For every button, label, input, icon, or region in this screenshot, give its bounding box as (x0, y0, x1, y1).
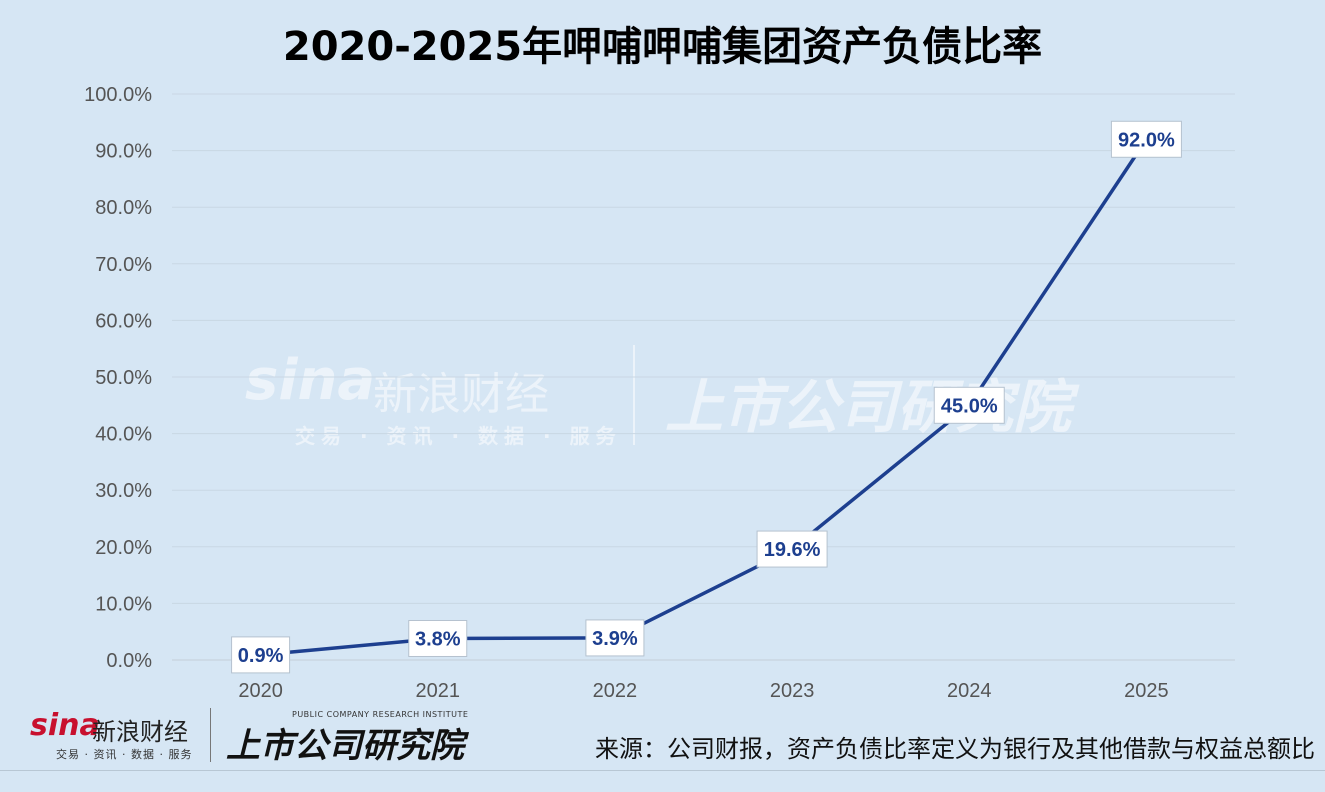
y-axis: 0.0% 10.0% 20.0% 30.0% 40.0% 50.0% 60.0% 70.0% 8… (84, 84, 152, 672)
data-label-text: 3.8% (415, 628, 461, 650)
data-label-text: 19.6% (764, 539, 821, 561)
data-label: 3.9% (585, 619, 645, 657)
y-tick-label: 80.0% (95, 197, 152, 219)
data-label-box (585, 619, 645, 657)
x-tick-label: 2025 (1124, 680, 1169, 702)
footer-institute-en: PUBLIC COMPANY RESEARCH INSTITUTE (292, 710, 469, 719)
data-label: 0.9% (231, 636, 291, 674)
x-tick-label: 2021 (416, 680, 461, 702)
data-label-box (756, 530, 828, 568)
data-label-box (933, 386, 1005, 424)
x-axis: 2020 2021 2022 2023 2024 2025 (238, 680, 1168, 702)
gridlines (172, 93, 1235, 661)
series-line (258, 137, 1149, 657)
chart-title: 2020-2025年呷哺呷哺集团资产负债比率 (282, 24, 1043, 70)
x-tick-label: 2023 (770, 680, 815, 702)
data-label-text: 0.9% (238, 645, 284, 667)
y-tick-label: 60.0% (95, 310, 152, 332)
y-tick-label: 90.0% (95, 141, 152, 163)
data-label-box (408, 619, 468, 657)
y-tick-label: 20.0% (95, 537, 152, 559)
data-label-box (1110, 120, 1182, 158)
y-tick-label: 0.0% (106, 650, 152, 672)
y-tick-label: 10.0% (95, 593, 152, 615)
data-label-text: 92.0% (1118, 129, 1175, 151)
footer-divider (210, 708, 211, 762)
x-tick-label: 2020 (238, 680, 283, 702)
footer-sina-name: 新浪财经 (92, 718, 188, 746)
x-tick-label: 2024 (947, 680, 992, 702)
y-tick-label: 40.0% (95, 424, 152, 446)
footer-sina-tagline: 交易 · 资讯 · 数据 · 服务 (56, 748, 193, 761)
x-tick-label: 2022 (593, 680, 638, 702)
y-tick-label: 30.0% (95, 480, 152, 502)
series-lines (258, 137, 1149, 657)
data-label: 92.0% (1110, 120, 1182, 158)
data-label: 19.6% (756, 530, 828, 568)
y-tick-label: 70.0% (95, 254, 152, 276)
data-label-text: 45.0% (941, 395, 998, 417)
data-label: 3.8% (408, 619, 468, 657)
data-labels: 0.9% 3.8% 3.9% 19.6% 45.0% 92.0% (231, 120, 1182, 674)
footer-institute: 上市公司研究院 (226, 726, 464, 766)
data-label-text: 3.9% (592, 628, 638, 650)
y-tick-label: 100.0% (84, 84, 152, 106)
footer-logo: sina 新浪财经 交易 · 资讯 · 数据 · 服务 PUBLIC COMPA… (30, 706, 470, 766)
source-note: 来源：公司财报，资产负债比率定义为银行及其他借款与权益总额比 (595, 735, 1315, 763)
data-label: 45.0% (933, 386, 1005, 424)
footer-sina-logo: sina (30, 708, 100, 743)
y-tick-label: 50.0% (95, 367, 152, 389)
footer-rule (0, 770, 1325, 771)
data-label-box (231, 636, 291, 674)
